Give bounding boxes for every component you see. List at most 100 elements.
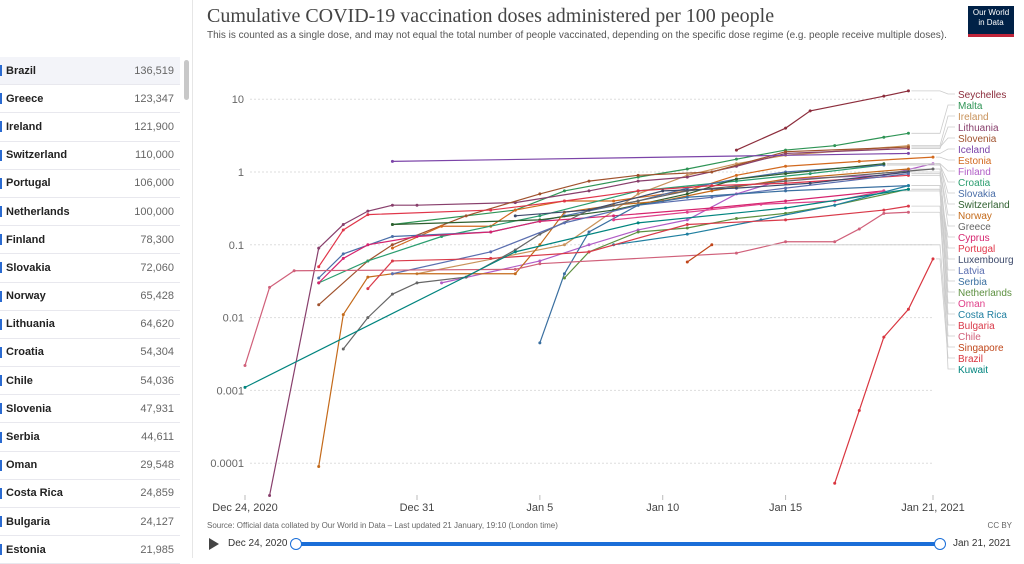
table-row[interactable]: Slovenia 47,931	[0, 395, 180, 424]
table-row[interactable]: Netherlands 100,000	[0, 198, 180, 227]
table-scrollbar[interactable]	[184, 60, 189, 100]
timeline-start-handle[interactable]	[290, 538, 302, 550]
data-point	[341, 347, 345, 351]
country-value: 110,000	[135, 149, 174, 162]
data-point	[390, 246, 394, 250]
table-row[interactable]: Ireland 121,900	[0, 113, 180, 142]
table-row[interactable]: Brazil 136,519	[0, 57, 180, 86]
legend-label: Norway	[958, 211, 992, 222]
data-point	[440, 281, 444, 285]
data-point	[685, 223, 689, 227]
data-point	[906, 187, 910, 191]
table-row[interactable]: Chile 54,036	[0, 367, 180, 396]
country-name: Netherlands	[6, 205, 70, 218]
country-value: 78,300	[140, 233, 174, 246]
color-marker	[0, 375, 2, 387]
data-point	[317, 276, 321, 280]
data-point	[587, 179, 591, 183]
x-tick-label: Jan 5	[526, 502, 553, 514]
table-row[interactable]: Croatia 54,304	[0, 339, 180, 368]
data-point	[317, 465, 321, 469]
legend-label: Slovakia	[958, 189, 996, 200]
timeline-start-label: Dec 24, 2020	[228, 538, 288, 549]
country-name: Bulgaria	[6, 515, 51, 528]
data-point	[882, 94, 886, 98]
table-row[interactable]: Serbia 44,611	[0, 423, 180, 452]
legend-label: Bulgaria	[958, 321, 995, 332]
table-row[interactable]: Bulgaria 24,127	[0, 508, 180, 537]
color-marker	[0, 121, 2, 133]
data-point	[685, 218, 689, 222]
legend-label: Luxembourg	[958, 255, 1014, 266]
data-point	[710, 243, 714, 247]
table-row[interactable]: Greece 123,347	[0, 85, 180, 114]
data-point	[341, 313, 345, 317]
data-point	[390, 259, 394, 263]
legend-connector	[911, 185, 955, 315]
table-row[interactable]: Slovakia 72,060	[0, 254, 180, 283]
legend-label: Serbia	[958, 277, 987, 288]
data-point	[390, 159, 394, 163]
data-point	[685, 226, 689, 230]
data-point	[906, 151, 910, 155]
color-marker	[0, 459, 2, 471]
data-point	[538, 341, 542, 345]
legend-label: Estonia	[958, 156, 992, 167]
y-tick-label: 10	[232, 94, 244, 106]
timeline-end-handle[interactable]	[934, 538, 946, 550]
data-point	[784, 150, 788, 154]
legend-label: Portugal	[958, 244, 995, 255]
color-marker	[0, 234, 2, 246]
data-point	[390, 292, 394, 296]
data-point	[685, 192, 689, 196]
data-point	[784, 179, 788, 183]
table-row[interactable]: Portugal 106,000	[0, 170, 180, 198]
data-point	[390, 235, 394, 239]
country-value: 21,985	[140, 543, 174, 556]
legend-label: Singapore	[958, 343, 1004, 354]
play-icon[interactable]	[209, 538, 219, 550]
legend-label: Kuwait	[958, 365, 988, 376]
table-row[interactable]: Costa Rica 24,859	[0, 480, 180, 508]
data-point	[685, 175, 689, 179]
data-point	[292, 269, 296, 273]
data-point	[906, 89, 910, 93]
table-row[interactable]: Estonia 21,985	[0, 536, 180, 564]
color-marker	[0, 346, 2, 358]
timeline-end-label: Jan 21, 2021	[953, 538, 1011, 549]
data-point	[906, 167, 910, 171]
data-point	[612, 218, 616, 222]
data-point	[784, 206, 788, 210]
data-point	[562, 221, 566, 225]
data-point	[636, 179, 640, 183]
table-row[interactable]: Norway 65,428	[0, 283, 180, 311]
data-point	[415, 235, 419, 239]
table-row[interactable]: Oman 29,548	[0, 452, 180, 480]
data-point	[390, 203, 394, 207]
country-name: Ireland	[6, 120, 43, 133]
table-row[interactable]: Switzerland 110,000	[0, 142, 180, 170]
data-point	[366, 287, 370, 291]
legend-connector	[911, 115, 955, 147]
data-point	[513, 214, 517, 218]
timeline-slider[interactable]	[297, 542, 940, 546]
data-point	[390, 223, 394, 227]
owid-logo[interactable]: Our World in Data	[968, 6, 1014, 37]
country-name: Lithuania	[6, 318, 55, 331]
data-point	[538, 262, 542, 266]
data-point	[636, 203, 640, 207]
license-link[interactable]: CC BY	[987, 521, 1012, 530]
data-point	[341, 252, 345, 256]
data-point	[710, 184, 714, 188]
chart-subtitle: This is counted as a single dose, and ma…	[207, 30, 947, 41]
table-row[interactable]: Finland 78,300	[0, 226, 180, 255]
country-value: 100,000	[134, 205, 174, 218]
data-point	[612, 214, 616, 218]
data-point	[317, 246, 321, 250]
color-marker	[0, 93, 2, 105]
data-point	[636, 199, 640, 203]
table-row[interactable]: Lithuania 64,620	[0, 311, 180, 339]
data-point	[513, 208, 517, 212]
country-value: 24,127	[140, 515, 174, 528]
data-point	[906, 172, 910, 176]
